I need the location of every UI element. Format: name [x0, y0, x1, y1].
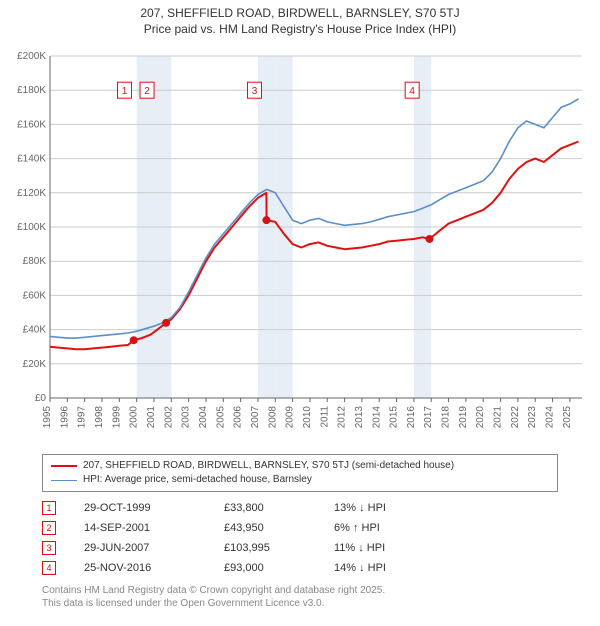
sale-row: 3 29-JUN-2007£103,99511% ↓ HPI — [42, 538, 454, 558]
sale-marker-icon: 4 — [42, 561, 56, 575]
svg-text:2005: 2005 — [215, 406, 226, 429]
sale-diff: 11% ↓ HPI — [334, 542, 454, 554]
sale-date: 29-OCT-1999 — [84, 502, 224, 514]
svg-text:£160K: £160K — [17, 119, 46, 130]
svg-text:£100K: £100K — [17, 222, 46, 233]
sales-table: 1 29-OCT-1999£33,80013% ↓ HPI 2 14-SEP-2001… — [42, 498, 454, 578]
svg-text:2019: 2019 — [458, 406, 469, 429]
svg-text:2023: 2023 — [527, 406, 538, 429]
footer-attribution: Contains HM Land Registry data © Crown c… — [42, 584, 385, 610]
legend: 207, SHEFFIELD ROAD, BIRDWELL, BARNSLEY,… — [42, 454, 558, 492]
legend-label: HPI: Average price, semi-detached house,… — [83, 473, 312, 487]
svg-text:1998: 1998 — [94, 406, 105, 429]
sale-diff: 6% ↑ HPI — [334, 522, 454, 534]
legend-swatch — [51, 465, 77, 467]
svg-text:2011: 2011 — [319, 406, 330, 428]
sale-row: 4 25-NOV-2016£93,00014% ↓ HPI — [42, 558, 454, 578]
svg-text:2024: 2024 — [545, 406, 556, 429]
svg-text:2010: 2010 — [302, 406, 313, 429]
sale-row: 2 14-SEP-2001£43,9506% ↑ HPI — [42, 518, 454, 538]
legend-label: 207, SHEFFIELD ROAD, BIRDWELL, BARNSLEY,… — [83, 459, 454, 473]
svg-text:2003: 2003 — [181, 406, 192, 429]
svg-text:2009: 2009 — [285, 406, 296, 429]
svg-text:2004: 2004 — [198, 406, 209, 429]
svg-text:£20K: £20K — [23, 359, 47, 370]
title-subtitle: Price paid vs. HM Land Registry's House … — [0, 22, 600, 36]
sale-price: £33,800 — [224, 502, 334, 514]
sale-marker-icon: 1 — [42, 501, 56, 515]
sale-date: 25-NOV-2016 — [84, 562, 224, 574]
svg-text:1: 1 — [122, 86, 128, 97]
svg-text:2001: 2001 — [146, 406, 157, 429]
svg-text:1999: 1999 — [111, 406, 122, 429]
sale-price: £93,000 — [224, 562, 334, 574]
sale-date: 29-JUN-2007 — [84, 542, 224, 554]
svg-text:2002: 2002 — [163, 406, 174, 429]
svg-text:£140K: £140K — [17, 154, 46, 165]
svg-text:2006: 2006 — [233, 406, 244, 429]
svg-text:2021: 2021 — [493, 406, 504, 429]
title-address: 207, SHEFFIELD ROAD, BIRDWELL, BARNSLEY,… — [0, 6, 600, 20]
svg-text:£60K: £60K — [23, 290, 47, 301]
sale-price: £103,995 — [224, 542, 334, 554]
svg-text:4: 4 — [409, 86, 415, 97]
svg-text:2016: 2016 — [406, 406, 417, 429]
svg-text:£80K: £80K — [23, 256, 47, 267]
sale-row: 1 29-OCT-1999£33,80013% ↓ HPI — [42, 498, 454, 518]
svg-text:£200K: £200K — [17, 51, 46, 62]
svg-text:2018: 2018 — [441, 406, 452, 429]
svg-text:2022: 2022 — [510, 406, 521, 429]
sale-diff: 14% ↓ HPI — [334, 562, 454, 574]
svg-text:2013: 2013 — [354, 406, 365, 429]
legend-swatch — [51, 480, 77, 481]
svg-text:2000: 2000 — [129, 406, 140, 429]
svg-text:3: 3 — [252, 86, 258, 97]
svg-text:2017: 2017 — [423, 406, 434, 429]
legend-item: 207, SHEFFIELD ROAD, BIRDWELL, BARNSLEY,… — [51, 459, 549, 473]
svg-text:2: 2 — [144, 86, 150, 97]
legend-item: HPI: Average price, semi-detached house,… — [51, 473, 549, 487]
svg-text:1995: 1995 — [42, 406, 53, 429]
svg-text:1997: 1997 — [77, 406, 88, 429]
svg-text:2025: 2025 — [562, 406, 573, 429]
svg-text:£120K: £120K — [17, 188, 46, 199]
footer-line1: Contains HM Land Registry data © Crown c… — [42, 584, 385, 597]
svg-text:2008: 2008 — [267, 406, 278, 429]
sale-diff: 13% ↓ HPI — [334, 502, 454, 514]
svg-text:£180K: £180K — [17, 85, 46, 96]
price-chart: £0 £20K £40K £60K £80K £100K £120K £140K £160K £1… — [10, 48, 590, 448]
svg-text:1996: 1996 — [59, 406, 70, 429]
svg-text:2020: 2020 — [475, 406, 486, 429]
sale-price: £43,950 — [224, 522, 334, 534]
svg-text:2015: 2015 — [389, 406, 400, 429]
sale-marker-icon: 2 — [42, 521, 56, 535]
sale-marker-icon: 3 — [42, 541, 56, 555]
svg-text:2014: 2014 — [371, 406, 382, 429]
svg-text:£0: £0 — [35, 393, 47, 404]
svg-text:2007: 2007 — [250, 406, 261, 429]
svg-text:2012: 2012 — [337, 406, 348, 429]
footer-line2: This data is licensed under the Open Gov… — [42, 597, 385, 610]
sale-date: 14-SEP-2001 — [84, 522, 224, 534]
svg-text:£40K: £40K — [23, 325, 47, 336]
